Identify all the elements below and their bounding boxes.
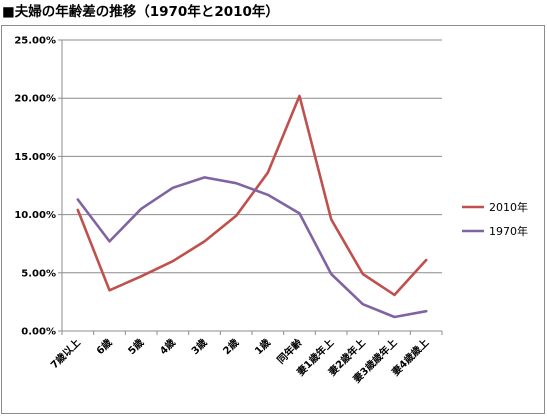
x-tick-label: 2歳 (220, 336, 241, 357)
x-tick-label: 4歳 (157, 336, 178, 357)
y-tick-label: 20.00% (14, 94, 56, 105)
legend: 2010年 1970年 (462, 200, 528, 238)
y-tick-label: 5.00% (21, 268, 56, 279)
y-axis: 0.00% 5.00% 10.00% 15.00% 20.00% 25.00% (14, 36, 63, 338)
x-tick-label: 6歳 (93, 336, 114, 357)
x-tick-label: 3歳 (188, 336, 209, 357)
x-tick-label: 7歳以上 (48, 336, 83, 371)
y-tick-label: 25.00% (14, 36, 56, 47)
chart-title: ■夫婦の年齢差の推移（1970年と2010年） (2, 4, 279, 20)
x-tick-label: 1歳 (252, 336, 273, 357)
series-lines (76, 94, 428, 319)
x-tick-label: 同年齢 (274, 335, 305, 366)
legend-label: 2010年 (489, 200, 528, 214)
x-tick-label: 5歳 (125, 336, 146, 357)
series-line-0 (76, 94, 428, 297)
legend-label: 1970年 (489, 224, 528, 238)
y-tick-label: 15.00% (14, 152, 56, 163)
series-line-1 (76, 176, 428, 319)
y-tick-label: 0.00% (21, 327, 56, 338)
y-tick-label: 10.00% (14, 210, 56, 221)
